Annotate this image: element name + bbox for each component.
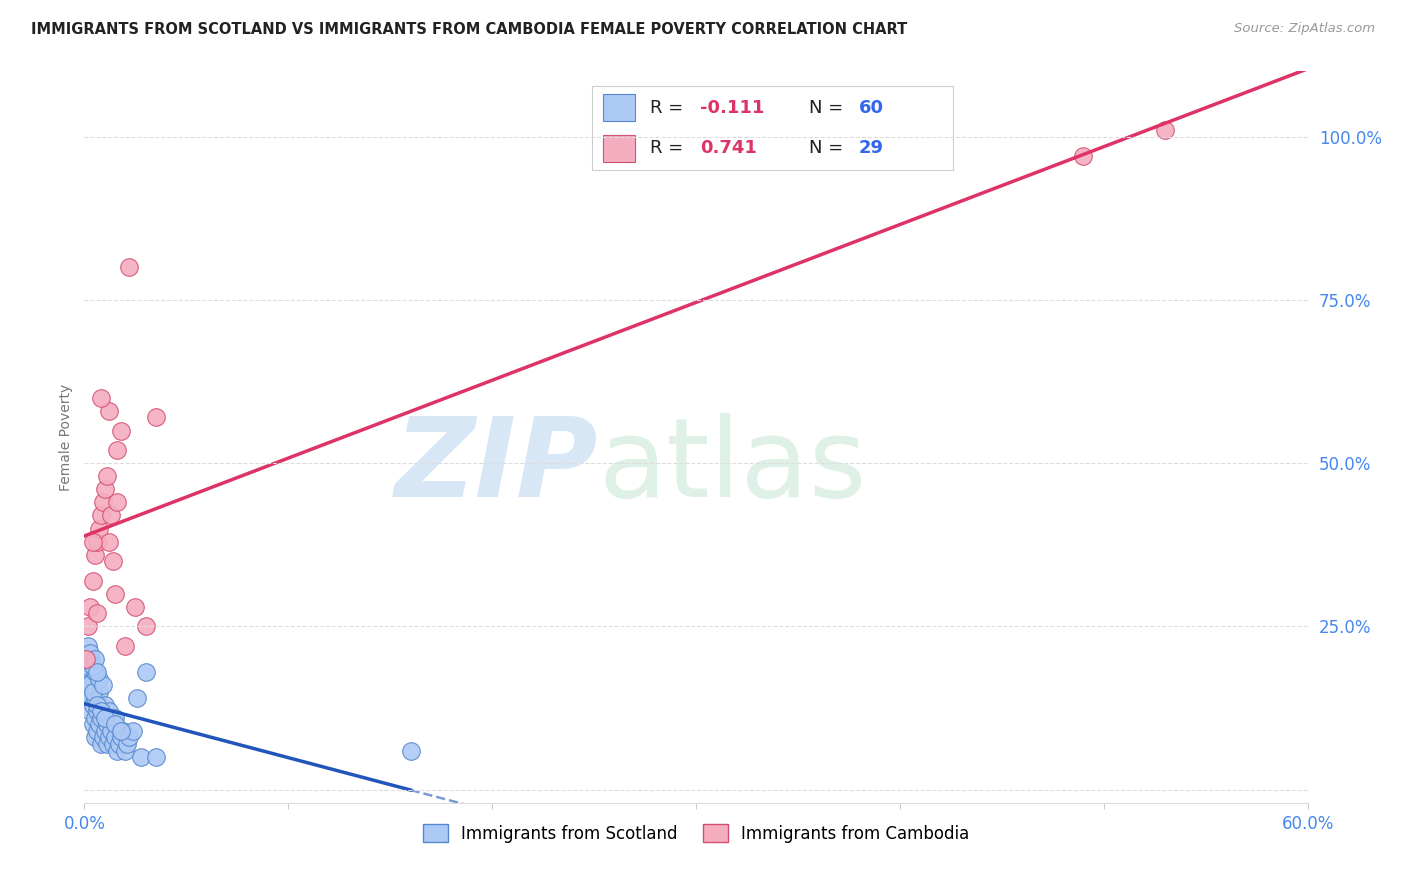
Point xyxy=(86,723,108,738)
Point xyxy=(100,723,122,738)
Point xyxy=(91,678,114,692)
Point xyxy=(104,731,127,745)
Point xyxy=(77,619,100,633)
Point xyxy=(118,731,141,745)
Point xyxy=(104,711,127,725)
Text: Source: ZipAtlas.com: Source: ZipAtlas.com xyxy=(1234,22,1375,36)
Point xyxy=(105,443,128,458)
Point xyxy=(108,737,131,751)
Point xyxy=(118,260,141,275)
Point xyxy=(86,705,108,719)
Point xyxy=(77,685,100,699)
Point xyxy=(83,548,105,562)
Point xyxy=(86,698,108,712)
Y-axis label: Female Poverty: Female Poverty xyxy=(59,384,73,491)
Point xyxy=(87,685,110,699)
Point xyxy=(79,691,101,706)
Point xyxy=(104,717,127,731)
Point xyxy=(79,646,101,660)
Point xyxy=(97,404,120,418)
Point xyxy=(87,521,110,535)
Point xyxy=(83,665,105,680)
Point xyxy=(1154,123,1177,137)
Point xyxy=(96,717,118,731)
Point xyxy=(83,691,105,706)
Point xyxy=(101,554,124,568)
Point xyxy=(97,705,120,719)
Point xyxy=(110,424,132,438)
Point xyxy=(145,410,167,425)
Point xyxy=(110,723,132,738)
Point xyxy=(83,711,105,725)
Point xyxy=(90,508,112,523)
Point xyxy=(114,743,136,757)
Point xyxy=(90,711,112,725)
Text: atlas: atlas xyxy=(598,413,866,520)
Point xyxy=(90,391,112,405)
Point xyxy=(105,743,128,757)
Point xyxy=(75,672,97,686)
Point xyxy=(135,665,157,680)
Point xyxy=(77,678,100,692)
Point xyxy=(82,685,104,699)
Point xyxy=(105,495,128,509)
Point xyxy=(104,587,127,601)
Point xyxy=(93,711,115,725)
Point xyxy=(82,698,104,712)
Point xyxy=(127,691,149,706)
Point xyxy=(77,665,100,680)
Point xyxy=(75,652,97,666)
Point xyxy=(79,599,101,614)
Point xyxy=(399,743,422,757)
Point xyxy=(97,731,120,745)
Point xyxy=(100,508,122,523)
Point xyxy=(124,599,146,614)
Point xyxy=(79,678,101,692)
Point xyxy=(91,495,114,509)
Point xyxy=(96,737,118,751)
Point xyxy=(86,534,108,549)
Point xyxy=(83,652,105,666)
Point xyxy=(82,534,104,549)
Point xyxy=(96,469,118,483)
Point xyxy=(86,665,108,680)
Point xyxy=(77,639,100,653)
Point xyxy=(131,750,153,764)
Point xyxy=(114,639,136,653)
Point xyxy=(97,534,120,549)
Point xyxy=(93,483,115,497)
Point xyxy=(79,652,101,666)
Point xyxy=(82,574,104,588)
Point xyxy=(122,723,145,738)
Point xyxy=(91,705,114,719)
Point xyxy=(1073,149,1095,163)
Point xyxy=(135,619,157,633)
Point xyxy=(93,723,115,738)
Point xyxy=(110,731,132,745)
Point xyxy=(87,672,110,686)
Point xyxy=(93,698,115,712)
Point xyxy=(101,737,124,751)
Point xyxy=(86,607,108,621)
Point xyxy=(115,737,138,751)
Point xyxy=(79,705,101,719)
Point xyxy=(145,750,167,764)
Point xyxy=(82,717,104,731)
Point xyxy=(83,731,105,745)
Point xyxy=(82,672,104,686)
Point xyxy=(90,737,112,751)
Text: IMMIGRANTS FROM SCOTLAND VS IMMIGRANTS FROM CAMBODIA FEMALE POVERTY CORRELATION : IMMIGRANTS FROM SCOTLAND VS IMMIGRANTS F… xyxy=(31,22,907,37)
Legend: Immigrants from Scotland, Immigrants from Cambodia: Immigrants from Scotland, Immigrants fro… xyxy=(416,818,976,849)
Point xyxy=(87,717,110,731)
Point xyxy=(75,658,97,673)
Point xyxy=(82,658,104,673)
Text: ZIP: ZIP xyxy=(395,413,598,520)
Point xyxy=(90,705,112,719)
Point xyxy=(112,723,135,738)
Point xyxy=(91,731,114,745)
